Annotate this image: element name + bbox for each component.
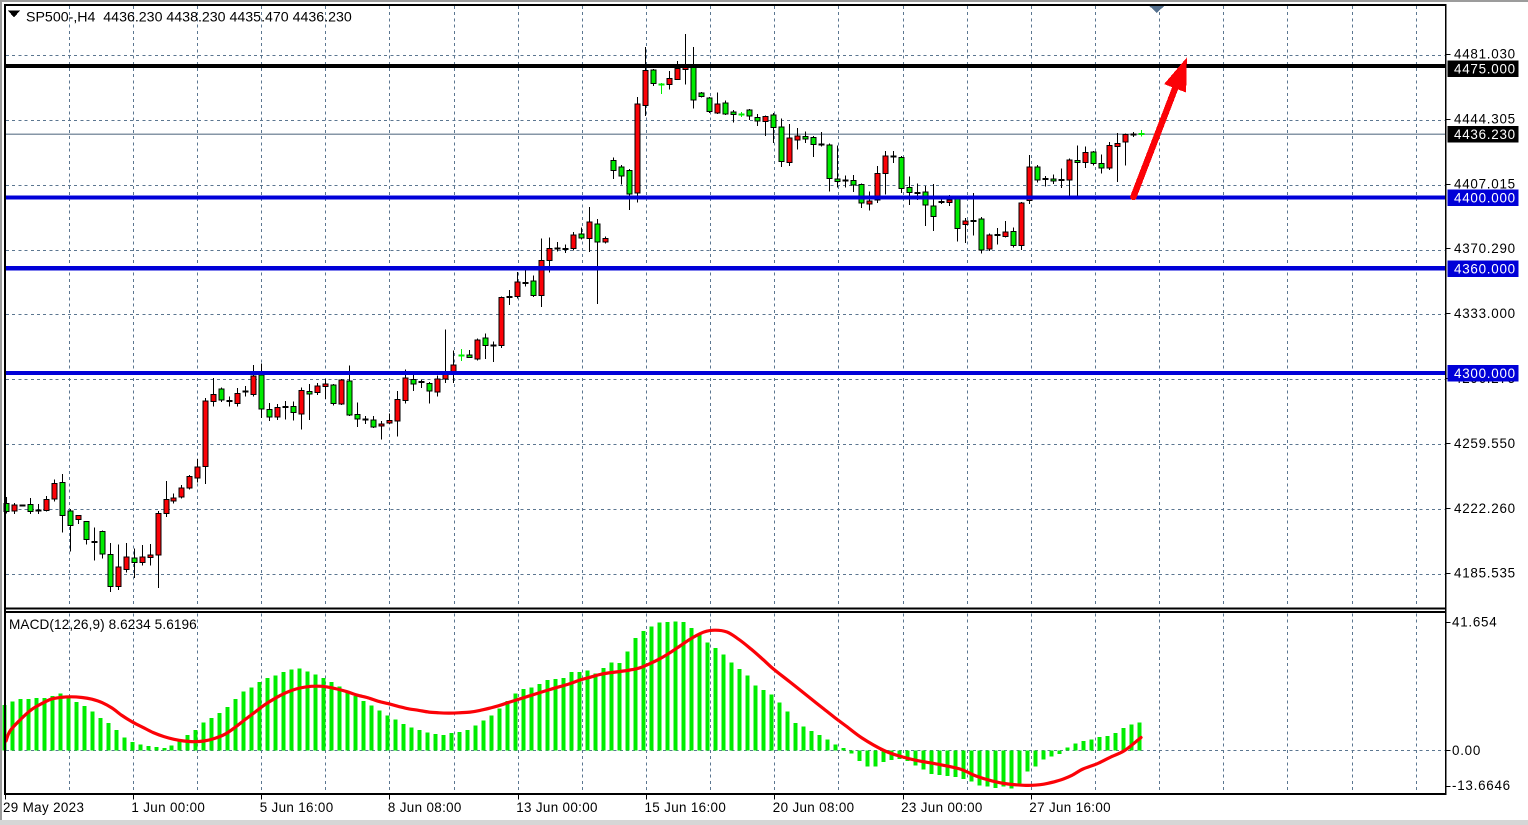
svg-text:41.654: 41.654 <box>1452 615 1497 630</box>
svg-text:1 Jun 00:00: 1 Jun 00:00 <box>131 800 205 815</box>
svg-text:-13.6646: -13.6646 <box>1452 778 1511 793</box>
svg-text:4370.290: 4370.290 <box>1454 241 1516 256</box>
svg-text:5 Jun 16:00: 5 Jun 16:00 <box>260 800 334 815</box>
svg-text:20 Jun 08:00: 20 Jun 08:00 <box>773 800 855 815</box>
svg-text:15 Jun 16:00: 15 Jun 16:00 <box>645 800 727 815</box>
svg-text:4222.260: 4222.260 <box>1454 501 1516 516</box>
svg-text:4481.030: 4481.030 <box>1454 47 1516 62</box>
svg-text:4259.550: 4259.550 <box>1454 436 1516 451</box>
svg-text:4185.535: 4185.535 <box>1454 566 1516 581</box>
svg-text:4444.305: 4444.305 <box>1454 111 1516 126</box>
svg-text:27 Jun 16:00: 27 Jun 16:00 <box>1029 800 1111 815</box>
svg-text:4400.000: 4400.000 <box>1454 191 1516 206</box>
svg-text:4407.015: 4407.015 <box>1454 176 1516 191</box>
svg-text:4436.230: 4436.230 <box>1454 127 1516 142</box>
svg-text:MACD(12,26,9) 8.6234 5.6196: MACD(12,26,9) 8.6234 5.6196 <box>9 617 197 632</box>
svg-text:8 Jun 08:00: 8 Jun 08:00 <box>388 800 462 815</box>
svg-text:13 Jun 00:00: 13 Jun 00:00 <box>516 800 598 815</box>
svg-text:4475.000: 4475.000 <box>1454 62 1516 77</box>
svg-text:4360.000: 4360.000 <box>1454 261 1516 276</box>
svg-text:4300.000: 4300.000 <box>1454 366 1516 381</box>
svg-text:23 Jun 00:00: 23 Jun 00:00 <box>901 800 983 815</box>
svg-text:0.00: 0.00 <box>1452 743 1481 758</box>
svg-text:SP500-,H4 4436.230 4438.230 4: SP500-,H4 4436.230 4438.230 4435.470 443… <box>26 10 352 26</box>
svg-text:29 May 2023: 29 May 2023 <box>3 800 84 815</box>
svg-text:4333.000: 4333.000 <box>1454 306 1516 321</box>
